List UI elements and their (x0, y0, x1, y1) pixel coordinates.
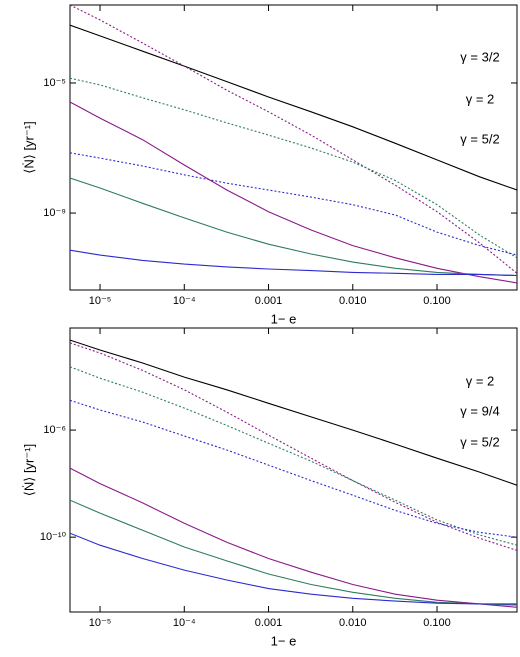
x-tick-label: 0.100 (423, 295, 451, 307)
series-line (70, 5, 517, 274)
legend-entry: γ = 2 (466, 373, 495, 388)
series-line (70, 366, 517, 546)
x-tick-label: 0.001 (255, 295, 283, 307)
x-axis-title: 1− e (271, 311, 297, 326)
legend-entry: γ = 9/4 (460, 403, 499, 418)
plot-frame (69, 4, 518, 291)
series-line (70, 467, 517, 608)
series-line (70, 101, 517, 284)
series-line (70, 249, 517, 277)
legend-entry: γ = 3/2 (460, 49, 499, 64)
y-tick-label: 10⁻⁵ (43, 77, 66, 89)
x-tick-label: 0.010 (339, 295, 367, 307)
series-line (70, 77, 517, 259)
y-tick-label: 10⁻⁹ (43, 207, 66, 219)
series-line (70, 399, 517, 538)
legend-entry: γ = 5/2 (460, 131, 499, 146)
y-tick-label: 10⁻¹⁰ (40, 531, 67, 543)
x-axis-title: 1− e (271, 633, 297, 648)
y-axis-title: ⟨Ṅ⟩ [yr⁻¹] (21, 121, 36, 173)
x-tick-label: 0.010 (339, 617, 367, 629)
x-tick-label: 0.100 (423, 617, 451, 629)
legend-entry: γ = 5/2 (460, 434, 499, 449)
series-line (70, 152, 517, 256)
series-line (70, 24, 517, 191)
series-line (70, 339, 517, 486)
x-tick-label: 0.001 (255, 617, 283, 629)
plot-frame (69, 327, 518, 613)
legend-entry: γ = 2 (466, 91, 495, 106)
series-line (70, 177, 517, 277)
x-tick-label: 10⁻⁵ (89, 295, 112, 307)
series-line (70, 532, 517, 605)
series-line (70, 499, 517, 606)
y-tick-label: 10⁻⁶ (43, 424, 66, 436)
y-axis-title: ⟨Ṅ⟩ [yr⁻¹] (21, 444, 36, 496)
x-tick-label: 10⁻⁴ (173, 617, 196, 629)
series-line (70, 342, 517, 551)
x-tick-label: 10⁻⁵ (89, 617, 112, 629)
x-tick-label: 10⁻⁴ (173, 295, 196, 307)
